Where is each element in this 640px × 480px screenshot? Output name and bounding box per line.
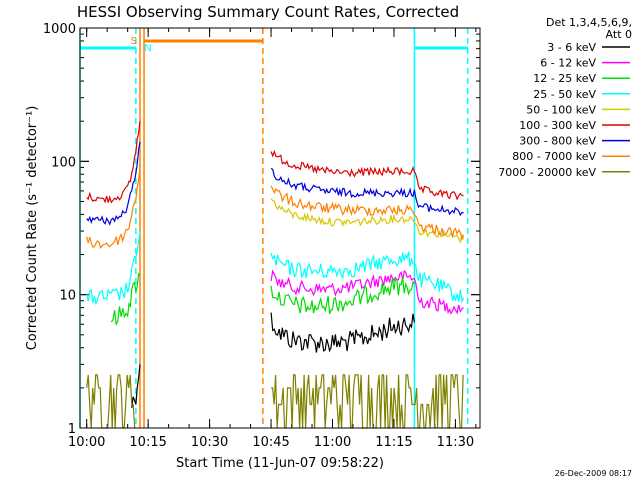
y-tick-label: 10: [59, 289, 76, 304]
legend-header-line2: Att 0: [606, 28, 632, 41]
legend-label: 300 - 800 keV: [519, 135, 596, 148]
legend-label: 50 - 100 keV: [526, 103, 596, 116]
legend-header-line1: Det 1,3,4,5,6,9,: [546, 16, 632, 29]
series-line: [131, 364, 141, 408]
flag-label: S: [131, 36, 137, 47]
legend-label: 7000 - 20000 keV: [498, 166, 596, 179]
x-tick-label: 11:15: [375, 435, 412, 450]
y-tick-label: 100: [51, 155, 76, 170]
flag-label: N: [144, 43, 151, 54]
series-line: [270, 198, 465, 244]
chart-title: HESSI Observing Summary Count Rates, Cor…: [77, 3, 459, 21]
series-line: [86, 374, 136, 429]
x-tick-label: 11:00: [314, 435, 351, 450]
x-tick-label: 10:30: [191, 435, 228, 450]
series-line: [270, 251, 465, 304]
series-line: [270, 167, 464, 217]
legend-label: 800 - 7000 keV: [512, 150, 596, 163]
x-axis-label: Start Time (11-Jun-07 09:58:22): [176, 456, 384, 471]
legend-label: 6 - 12 keV: [540, 57, 596, 70]
series-line: [270, 277, 415, 315]
y-axis-label: Corrected Count Rate (s⁻¹ detector⁻¹): [25, 106, 40, 351]
series-line: [271, 374, 464, 429]
legend: Det 1,3,4,5,6,9, Att 0 3 - 6 keV 6 - 12 k…: [498, 16, 632, 179]
x-tick-labels: 10:00 10:15 10:30 10:45 11:00 11:15 11:30: [68, 435, 474, 450]
legend-label: 12 - 25 keV: [533, 72, 596, 85]
series-lines: [86, 121, 465, 429]
series-line: [110, 272, 141, 325]
series-line: [270, 149, 464, 201]
x-tick-label: 10:45: [252, 435, 289, 450]
series-line: [270, 185, 465, 241]
x-tick-label: 10:15: [129, 435, 166, 450]
legend-label: 3 - 6 keV: [547, 41, 596, 54]
series-line: [86, 121, 141, 204]
x-tick-label: 10:00: [68, 435, 105, 450]
series-line: [86, 141, 141, 226]
series-line: [270, 312, 415, 353]
legend-label: 100 - 300 keV: [519, 119, 596, 132]
series-line: [270, 268, 464, 315]
y-tick-label: 1000: [43, 22, 76, 37]
plot-frame: [79, 27, 481, 429]
legend-entries: 3 - 6 keV 6 - 12 keV 12 - 25 keV 25 - 50 ke…: [498, 41, 630, 179]
legend-label: 25 - 50 keV: [533, 88, 596, 101]
annotations: SN: [79, 28, 469, 428]
series-line: [86, 167, 141, 250]
series-line: [86, 231, 141, 306]
footer-timestamp: 26-Dec-2009 08:17: [555, 469, 632, 478]
y-tick-labels: 1 10 100 1000: [43, 22, 76, 437]
x-tick-label: 11:30: [437, 435, 474, 450]
y-tick-label: 1: [68, 422, 76, 437]
axis-ticks: [80, 27, 480, 429]
